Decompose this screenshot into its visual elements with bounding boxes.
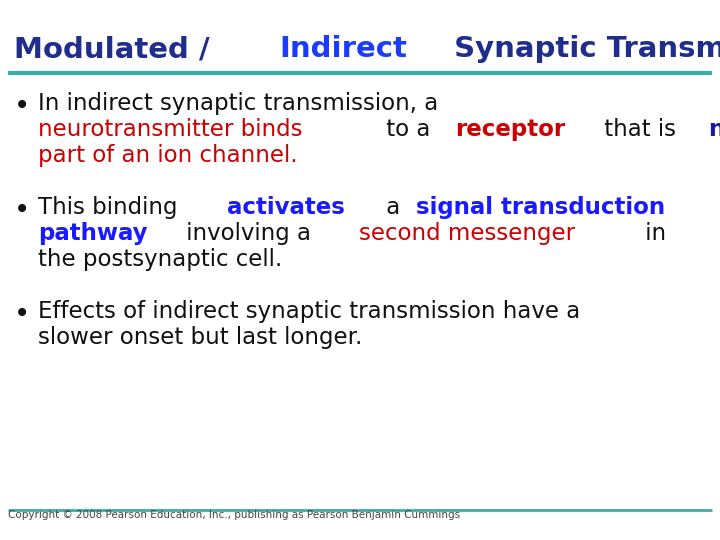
- Text: part of an ion channel.: part of an ion channel.: [38, 144, 297, 167]
- Text: Indirect: Indirect: [279, 35, 408, 63]
- Text: Copyright © 2008 Pearson Education, Inc., publishing as Pearson Benjamin Cumming: Copyright © 2008 Pearson Education, Inc.…: [8, 510, 460, 520]
- Text: not: not: [708, 118, 720, 141]
- Text: Synaptic Transmission: Synaptic Transmission: [444, 35, 720, 63]
- Text: second messenger: second messenger: [359, 222, 575, 245]
- Text: pathway: pathway: [38, 222, 148, 245]
- Text: activates: activates: [228, 196, 345, 219]
- Text: •: •: [14, 196, 30, 224]
- Text: a: a: [379, 196, 408, 219]
- Text: •: •: [14, 300, 30, 328]
- Text: to a: to a: [379, 118, 438, 141]
- Text: in: in: [638, 222, 666, 245]
- Text: the postsynaptic cell.: the postsynaptic cell.: [38, 248, 282, 271]
- Text: slower onset but last longer.: slower onset but last longer.: [38, 326, 362, 349]
- Text: that is: that is: [597, 118, 683, 141]
- Text: Effects of indirect synaptic transmission have a: Effects of indirect synaptic transmissio…: [38, 300, 580, 323]
- Text: •: •: [14, 92, 30, 120]
- Text: Modulated /: Modulated /: [14, 35, 220, 63]
- Text: This binding: This binding: [38, 196, 185, 219]
- Text: involving a: involving a: [179, 222, 318, 245]
- Text: In indirect synaptic transmission, a: In indirect synaptic transmission, a: [38, 92, 438, 115]
- Text: receptor: receptor: [455, 118, 565, 141]
- Text: neurotransmitter binds: neurotransmitter binds: [38, 118, 302, 141]
- Text: signal transduction: signal transduction: [416, 196, 665, 219]
